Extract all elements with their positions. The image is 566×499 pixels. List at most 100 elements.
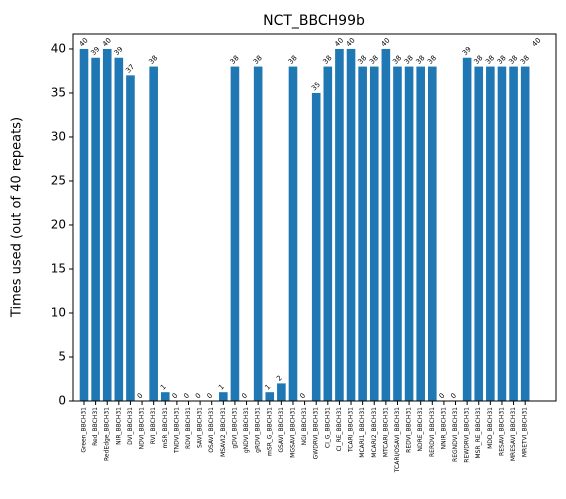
y-tick-label: 25 [51,173,66,187]
value-label: 40 [333,36,345,48]
bar [486,66,495,402]
value-label: 38 [229,54,241,66]
value-label: 0 [194,392,203,401]
bar [311,92,321,401]
y-tick-label: 40 [51,41,66,55]
x-tick-label: NGI_BBCH31 [301,407,308,446]
value-label: 40 [78,36,90,48]
value-label: 38 [322,54,334,66]
x-tick-label: MGSAVI_BBCH31 [289,407,296,458]
x-tick-label: REDVI_BBCH31 [406,407,413,453]
x-tick-label: Green_BBCH31 [81,407,88,453]
x-tick-label: RedEdge_BBCH31 [104,407,111,461]
value-label: 38 [403,54,415,66]
value-label: 38 [391,54,403,66]
value-label: 0 [205,392,214,401]
y-tick-label: 35 [51,85,66,99]
bar [149,66,158,402]
x-tick-label: MSAVI2_BBCH31 [220,407,227,457]
value-label: 38 [484,54,496,66]
value-label: 0 [449,392,458,401]
x-tick-label: MTCARI_BBCH31 [382,407,389,457]
bar [416,66,425,402]
bar [288,66,298,402]
bar [102,48,112,401]
x-tick-label: gDVI_BBCH31 [231,407,238,449]
bar [497,66,507,402]
x-tick-label: MRETVI_BBCH31 [522,407,529,457]
value-label: 40 [380,36,392,48]
bar [358,66,367,402]
x-tick-label: MCARI2_BBCH31 [371,407,378,458]
y-tick-label: 5 [58,349,66,363]
bar [126,75,135,402]
value-label: 0 [136,392,145,401]
x-tick-label: NDVI_BBCH31 [139,407,146,450]
x-tick-label: Red_BBCH31 [92,407,99,446]
y-tick-label: 0 [58,394,66,408]
x-tick-label: RESAVI_BBCH31 [498,407,505,456]
value-label: 40 [345,36,357,48]
value-label: 37 [124,63,136,75]
x-tick-label: SAVI_BBCH31 [197,407,204,448]
bar [474,66,484,402]
value-label: 39 [113,45,125,57]
plot-frame [72,33,557,402]
y-tick-label: 10 [51,305,66,319]
bar [160,392,170,401]
value-label: 38 [414,54,426,66]
bar [335,48,344,401]
value-label: 38 [252,54,264,66]
bar [520,66,530,402]
value-label: 0 [438,392,447,401]
x-tick-label: REWDRVI_BBCH31 [464,407,471,463]
y-axis-label: Times used (out of 40 repeats) [10,117,25,318]
value-label: 39 [461,45,473,57]
bar [393,66,402,402]
value-label: 38 [368,54,380,66]
bar [323,66,333,402]
value-label: 35 [310,80,322,92]
value-label: 38 [507,54,519,66]
bar [346,48,356,401]
value-label: 38 [496,54,508,66]
x-tick-label: GWDRVI_BBCH31 [313,407,320,460]
annotation: 40 [531,36,543,48]
x-tick-label: RERDVI_BBCH31 [429,407,436,457]
value-label: 38 [356,54,368,66]
x-tick-label: NDRE_BBCH31 [417,407,424,452]
x-tick-label: RDVI_BBCH31 [185,407,192,449]
x-tick-label: NNIR_BBCH31 [440,407,447,450]
value-label: 38 [519,54,531,66]
x-tick-label: OSAVI_BBCH31 [208,407,215,453]
x-tick-label: gNDVI_BBCH31 [243,407,250,453]
value-label: 1 [264,383,273,392]
value-label: 1 [217,383,226,392]
x-tick-label: TCARI_BBCH31 [348,407,355,453]
y-tick-label: 30 [51,129,66,143]
bar [277,383,286,401]
x-tick-label: MSR_RE_BBCH31 [475,407,482,459]
y-tick-label: 15 [51,261,66,275]
bar [114,57,124,402]
bar [381,48,391,401]
bar [428,66,437,402]
x-tick-label: MDD_BBCH31 [487,407,494,449]
value-label: 40 [101,36,113,48]
x-tick-label: DVI_BBCH31 [127,407,134,445]
bar [462,57,472,402]
x-tick-label: MRESAVI_BBCH31 [510,407,517,461]
value-label: 0 [298,392,307,401]
bar [230,66,240,402]
x-tick-label: CI_G_BBCH31 [324,407,331,448]
value-label: 39 [89,45,101,57]
x-tick-label: mSR_BBCH31 [162,407,169,448]
x-tick-label: GSAVI_BBCH31 [278,407,285,453]
x-tick-label: RVI_BBCH31 [150,407,157,444]
y-tick-label: 20 [51,217,66,231]
x-tick-label: TCARI/OSAVI_BBCH31 [394,407,401,473]
bar [79,48,89,401]
x-tick-label: NIR_BBCH31 [115,407,122,445]
bar [265,392,275,401]
